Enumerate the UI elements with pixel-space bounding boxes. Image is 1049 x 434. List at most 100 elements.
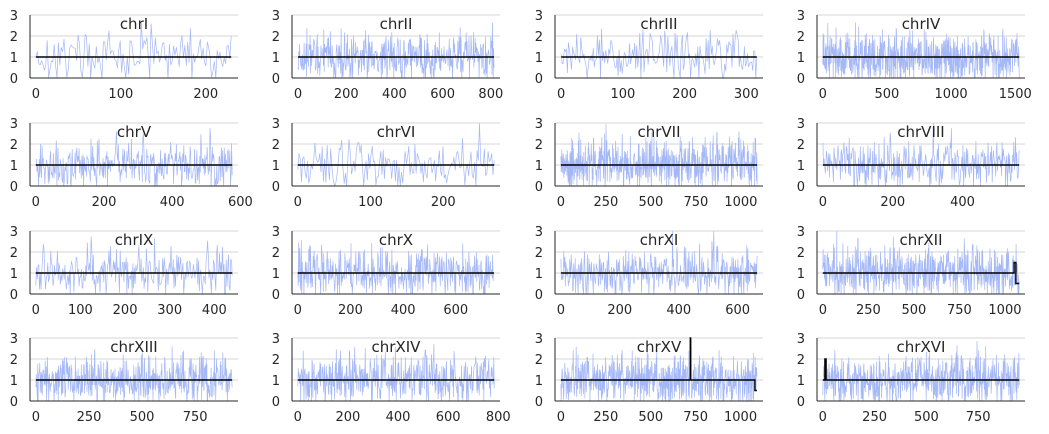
y-tick-label: 1	[272, 51, 280, 66]
x-tick-label: 200	[431, 195, 456, 210]
x-tick-label: 600	[443, 303, 468, 318]
x-tick-label: 800	[486, 410, 511, 425]
x-tick-label: 500	[638, 195, 663, 210]
subplot-title: chrVI	[377, 123, 416, 141]
x-tick-label: 250	[856, 303, 881, 318]
y-tick-label: 1	[272, 159, 280, 174]
y-tick-label: 3	[272, 9, 280, 24]
subplot-chrix: 0 1 2 3 0 100 200 300 400 chrIX	[10, 225, 238, 318]
raw-coverage-trace	[297, 239, 495, 294]
x-tick-label: 400	[160, 195, 185, 210]
y-tick-label: 2	[797, 138, 805, 153]
y-tick-label: 1	[535, 374, 543, 389]
y-tick-label: 1	[797, 159, 805, 174]
y-tick-label: 2	[272, 30, 280, 45]
y-tick-label: 1	[10, 51, 18, 66]
x-tick-label: 600	[436, 410, 461, 425]
y-tick-label: 2	[10, 138, 18, 153]
subplot-title: chrV	[117, 123, 152, 141]
raw-coverage-trace	[297, 343, 495, 401]
y-tick-label: 0	[797, 288, 805, 303]
x-tick-label: 0	[294, 87, 302, 102]
y-tick-label: 3	[10, 9, 18, 24]
subplot-title: chrIV	[902, 15, 941, 33]
y-tick-label: 2	[272, 246, 280, 261]
x-tick-label: 0	[32, 303, 40, 318]
x-tick-label: 100	[108, 87, 133, 102]
y-tick-label: 0	[797, 72, 805, 87]
x-tick-label: 400	[666, 303, 691, 318]
subplot-title: chrVII	[637, 123, 680, 141]
y-tick-label: 3	[535, 332, 543, 347]
x-tick-label: 0	[819, 303, 827, 318]
subplot-title: chrXV	[637, 338, 682, 356]
y-tick-label: 1	[535, 267, 543, 282]
y-tick-label: 0	[272, 395, 280, 410]
copy-number-line	[560, 337, 757, 392]
y-tick-label: 2	[272, 353, 280, 368]
x-tick-label: 400	[391, 303, 416, 318]
x-tick-label: 0	[557, 303, 565, 318]
y-tick-label: 1	[797, 374, 805, 389]
y-tick-label: 2	[535, 30, 543, 45]
y-tick-label: 3	[10, 117, 18, 132]
y-tick-label: 2	[797, 30, 805, 45]
x-tick-label: 0	[819, 195, 827, 210]
x-tick-label: 250	[77, 410, 102, 425]
y-tick-label: 3	[535, 117, 543, 132]
y-tick-label: 2	[535, 246, 543, 261]
x-tick-label: 400	[950, 195, 975, 210]
subplot-chrviii: 0 1 2 3 0 200 400 chrVIII	[797, 117, 1025, 210]
x-tick-label: 0	[819, 87, 827, 102]
x-tick-label: 750	[183, 410, 208, 425]
y-tick-label: 3	[797, 9, 805, 24]
y-tick-label: 2	[797, 353, 805, 368]
x-tick-label: 200	[334, 87, 359, 102]
y-tick-label: 3	[272, 332, 280, 347]
y-tick-label: 0	[797, 180, 805, 195]
y-tick-label: 0	[272, 288, 280, 303]
y-tick-label: 2	[535, 353, 543, 368]
y-tick-label: 1	[797, 51, 805, 66]
y-tick-label: 1	[10, 159, 18, 174]
x-tick-label: 1000	[724, 410, 757, 425]
x-tick-label: 0	[32, 410, 40, 425]
raw-coverage-trace	[822, 340, 1020, 401]
x-tick-label: 250	[594, 195, 619, 210]
raw-coverage-trace	[560, 124, 758, 186]
raw-coverage-trace	[822, 231, 1020, 294]
y-tick-label: 0	[272, 180, 280, 195]
x-tick-label: 0	[32, 195, 40, 210]
y-tick-label: 0	[272, 72, 280, 87]
subplot-title: chrXVI	[897, 338, 946, 356]
x-tick-label: 250	[593, 410, 618, 425]
y-tick-label: 1	[10, 267, 18, 282]
x-tick-label: 400	[382, 87, 407, 102]
subplot-chriv: 0 1 2 3 0 500 1000 1500 chrIV	[797, 9, 1032, 102]
subplot-title: chrXI	[640, 231, 679, 249]
y-tick-label: 2	[10, 246, 18, 261]
x-tick-label: 200	[672, 87, 697, 102]
x-tick-label: 600	[430, 87, 455, 102]
subplot-chrxii: 0 1 2 3 0 250 500 750 1000 chrXII	[797, 225, 1025, 318]
y-tick-label: 0	[797, 395, 805, 410]
subplot-title: chrI	[120, 15, 148, 33]
y-tick-label: 0	[10, 395, 18, 410]
y-tick-label: 3	[797, 117, 805, 132]
subplot-chri: 0 1 2 3 0 100 200 chrI	[10, 9, 238, 102]
x-tick-label: 300	[157, 303, 182, 318]
x-tick-label: 500	[130, 410, 155, 425]
x-tick-label: 200	[193, 87, 218, 102]
x-tick-label: 1000	[724, 195, 757, 210]
subplot-chrv: 0 1 2 3 0 200 400 600 chrV	[10, 117, 253, 210]
subplot-title: chrXIII	[110, 338, 157, 356]
subplot-chrvii: 0 1 2 3 0 250 500 750 1000 chrVII	[535, 117, 763, 210]
y-tick-label: 0	[10, 288, 18, 303]
y-tick-label: 0	[10, 180, 18, 195]
subplot-chrii: 0 1 2 3 0 200 400 600 800 chrII	[272, 9, 504, 102]
x-tick-label: 200	[880, 195, 905, 210]
y-tick-label: 3	[10, 332, 18, 347]
y-tick-label: 1	[272, 267, 280, 282]
y-tick-label: 0	[535, 180, 543, 195]
y-tick-label: 1	[535, 51, 543, 66]
